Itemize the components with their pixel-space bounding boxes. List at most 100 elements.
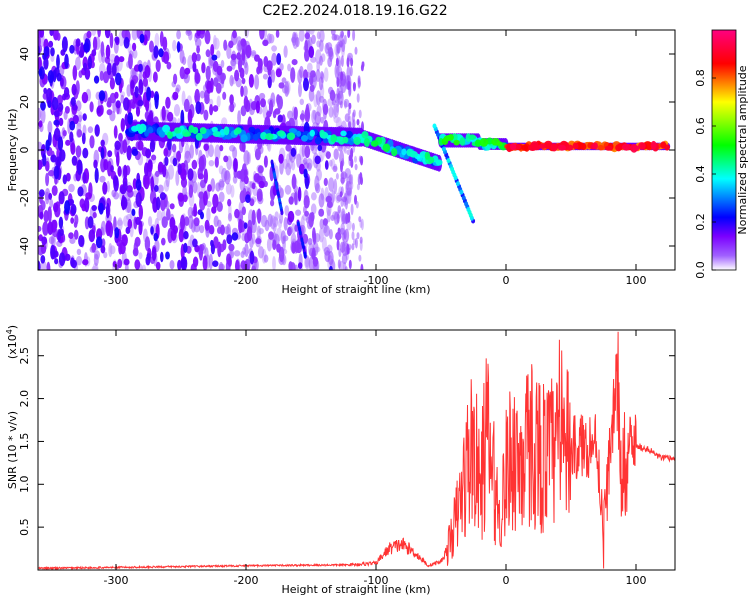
- spectrogram-cell: [324, 160, 329, 170]
- spectrogram-cell: [212, 193, 219, 208]
- spectrogram-y-label: Frequency (Hz): [6, 109, 19, 192]
- spectrogram-cell: [341, 30, 344, 38]
- spectrogram-cell: [248, 126, 256, 133]
- spectrogram-cell: [103, 159, 109, 171]
- spectrogram-cell: [114, 55, 120, 66]
- spectrogram-cell: [203, 168, 208, 184]
- spectrogram-cell: [241, 49, 246, 61]
- spectrogram-cell: [125, 226, 131, 234]
- spectrogram-cell: [72, 65, 78, 81]
- colorbar-gradient: [711, 29, 737, 271]
- spectrogram-cell: [239, 67, 245, 79]
- spectrogram-cell: [220, 73, 225, 85]
- spectrogram-cell: [249, 250, 255, 265]
- spectrogram-cell: [288, 196, 294, 205]
- spectrogram-cell: [340, 160, 343, 173]
- snr-y-tick-label: 1.5: [18, 433, 31, 451]
- spectrogram-cell: [177, 163, 182, 176]
- spectrogram-cell: [91, 49, 97, 57]
- spectrogram-cell: [286, 132, 296, 141]
- spectrogram-cell: [216, 50, 221, 59]
- spectrogram-cell: [177, 259, 182, 270]
- spectrogram-cell: [105, 220, 111, 237]
- spectrogram-cell: [45, 139, 50, 152]
- spectrogram-cell: [92, 36, 98, 52]
- spectrogram-cell: [339, 100, 343, 109]
- spectrogram-cell: [212, 260, 219, 268]
- spectrogram-cell: [331, 33, 337, 41]
- spectrogram-cell: [106, 109, 113, 116]
- spectrogram-cell: [333, 148, 339, 160]
- spectrogram-cell: [450, 166, 455, 172]
- spectrogram-cell: [296, 130, 302, 137]
- spectrogram-cell: [38, 120, 43, 128]
- spectrogram-cell: [43, 87, 48, 94]
- spectrogram-cell: [184, 67, 191, 75]
- spectrogram-cell: [285, 144, 292, 152]
- spectrogram-cell: [94, 167, 99, 184]
- spectrogram-cell: [111, 62, 117, 77]
- spectrogram-cell: [126, 185, 133, 193]
- spectrogram-cell: [354, 237, 358, 249]
- spectrogram-cell: [94, 124, 100, 137]
- spectrogram-cell: [70, 97, 76, 107]
- spectrogram-cell: [353, 136, 362, 145]
- spectrogram-cell: [295, 209, 302, 216]
- spectrogram-cell: [309, 75, 314, 86]
- spectrogram-cell: [276, 94, 281, 105]
- spectrogram-cell: [288, 128, 297, 134]
- spectrogram-cell: [49, 198, 54, 208]
- spectrogram-cell: [358, 254, 362, 262]
- spectrogram-cell: [253, 173, 260, 183]
- spectrogram-cell: [46, 88, 53, 102]
- spectrogram-cell: [144, 236, 151, 252]
- spectrogram-cell: [116, 151, 120, 167]
- spectrogram-cell: [183, 131, 192, 137]
- spectrogram-cell: [461, 195, 466, 201]
- spectrogram-cell: [199, 30, 206, 35]
- spectrogram-cell: [98, 90, 106, 102]
- spectrogram-cell: [284, 81, 290, 97]
- spectrogram-cell: [126, 213, 132, 221]
- colorbar-tick-label: 0.2: [694, 213, 707, 231]
- spectrogram-cell: [339, 40, 343, 48]
- spectrogram-cell: [443, 135, 451, 142]
- spectrogram-cell: [172, 39, 177, 52]
- spectrogram-cell: [322, 218, 328, 226]
- spectrogram-cell: [278, 197, 281, 203]
- spectrogram-cell: [166, 111, 174, 122]
- snr-y-tick-label: 2.5: [18, 347, 31, 365]
- spectrogram-cell: [351, 222, 355, 232]
- spectrogram-cell: [312, 227, 316, 242]
- spectrogram-cell: [298, 30, 305, 42]
- spectrogram-cell: [154, 93, 159, 110]
- spectrogram-cell: [134, 259, 141, 270]
- spectrogram-cell: [188, 184, 194, 198]
- spectrogram-cell: [216, 95, 221, 108]
- spectrogram-cell: [38, 107, 42, 121]
- spectrogram-cell: [557, 144, 567, 151]
- snr-y-tick-label: 1.0: [18, 476, 31, 494]
- spectrogram-cell: [329, 89, 336, 101]
- spectrogram-cell: [171, 143, 177, 153]
- spectrogram-cell: [165, 96, 171, 109]
- spectrogram-cell: [58, 252, 66, 267]
- spectrogram-cell: [103, 251, 108, 259]
- spectrogram-cell: [347, 80, 351, 91]
- spectrogram-cell: [271, 52, 277, 66]
- spectrogram-cell: [277, 130, 286, 137]
- spectrogram-cell: [339, 191, 343, 198]
- spectrogram-cell: [146, 86, 152, 101]
- spectrogram-cell: [592, 142, 598, 150]
- spectrogram-cell: [351, 231, 355, 241]
- spectrogram-cell: [232, 146, 238, 160]
- spectrogram-cell: [229, 94, 234, 105]
- spectrogram-cell: [154, 32, 160, 49]
- spectrogram-cell: [240, 134, 248, 143]
- spectrogram-cell: [71, 259, 77, 269]
- spectrogram-cell: [104, 30, 111, 39]
- spectrogram-cell: [271, 45, 277, 52]
- spectrogram-cell: [84, 197, 90, 213]
- spectrogram-cell: [288, 261, 293, 270]
- spectrogram-cell: [572, 142, 579, 150]
